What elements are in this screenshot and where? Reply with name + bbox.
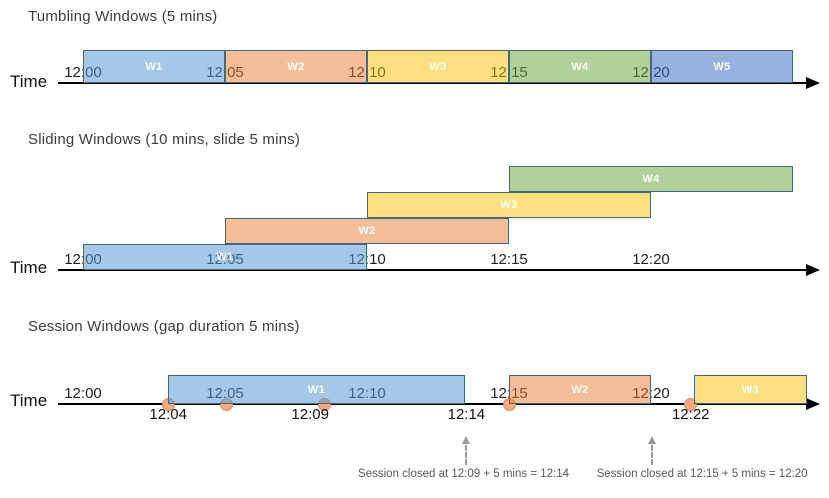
timeline-window: W1 [168,375,465,404]
axis-arrowhead-icon [806,398,820,410]
time-axis-label-session: Time [10,391,48,410]
event-time-label: 12:14 [447,406,486,423]
timeline-axis-session [58,403,808,405]
section-title-session: Session Windows (gap duration 5 mins) [28,318,300,335]
timeline-window: W2 [225,218,509,244]
axis-arrowhead-icon [806,77,820,89]
timeline-window: W4 [509,166,793,192]
session-annotation-text: Session closed at 12:09 + 5 mins = 12:14 [358,468,570,480]
annotation-arrow-icon [648,436,657,444]
timeline-window: W4 [509,50,651,83]
axis-tick-label: 12:20 [632,251,670,268]
window-label: W4 [571,60,589,73]
window-label: W3 [429,60,447,73]
section-title-tumbling: Tumbling Windows (5 mins) [28,8,218,25]
timeline-window: W2 [509,375,651,404]
annotation-arrow-stem [465,445,468,465]
event-time-label: 12:04 [149,406,187,423]
axis-tick-label: 12:00 [64,385,102,402]
timeline-window: W1 [83,50,225,83]
timeline-axis-sliding [58,269,808,271]
window-label: W1 [216,251,234,263]
timeline-window: W1 [83,244,367,270]
annotation-arrow-stem [651,445,654,465]
window-label: W1 [307,383,326,396]
section-title-sliding: Sliding Windows (10 mins, slide 5 mins) [28,131,301,148]
timeline-window: W3 [693,375,808,404]
window-label: W4 [642,173,660,185]
session-annotation-text: Session closed at 12:15 + 5 mins = 12:20 [596,468,808,480]
window-label: W2 [358,225,376,237]
timeline-window: W2 [225,50,367,83]
timeline-window: W5 [651,50,793,83]
time-axis-label-sliding: Time [10,258,48,277]
axis-tick-label: 12:15 [490,251,528,268]
timeline-window: W3 [367,50,509,83]
window-label: W3 [741,383,760,396]
window-label: W2 [287,60,305,73]
window-label: W1 [145,60,163,73]
timeline-axis-tumbling [58,82,808,84]
event-time-label: 12:22 [671,406,710,423]
window-label: W3 [500,199,518,211]
timeline-window: W3 [367,192,651,218]
window-label: W2 [571,383,589,396]
axis-arrowhead-icon [806,264,820,276]
annotation-arrow-icon [462,436,471,444]
window-label: W5 [713,60,731,73]
time-axis-label-tumbling: Time [10,72,48,91]
event-time-label: 12:09 [291,406,329,423]
